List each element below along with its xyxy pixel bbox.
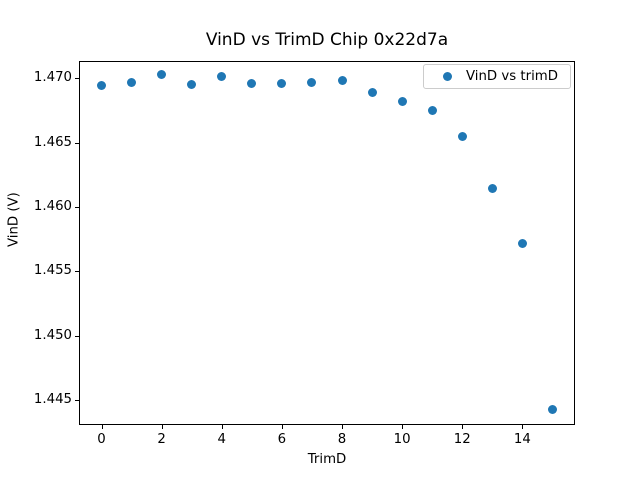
data-point: [337, 76, 347, 86]
data-point: [187, 80, 197, 90]
y-tick-label: 1.470: [33, 70, 72, 86]
y-tick-label: 1.460: [33, 198, 72, 214]
y-tick-label: 1.445: [33, 392, 72, 408]
x-tick-mark: [462, 425, 464, 429]
y-tick-label: 1.465: [33, 134, 72, 150]
data-point: [277, 78, 287, 88]
x-tick-mark: [221, 425, 223, 429]
data-point: [517, 238, 527, 248]
y-axis-label-text: VinD (V): [6, 192, 22, 247]
data-point: [427, 105, 437, 115]
legend-label: VinD vs trimD: [466, 69, 558, 84]
y-tick-mark: [75, 78, 79, 80]
x-tick-mark: [342, 425, 344, 429]
data-point: [367, 87, 377, 97]
x-tick-label: 14: [513, 432, 531, 447]
data-point: [547, 404, 557, 414]
legend-marker-icon: [443, 72, 452, 81]
y-tick-mark: [75, 142, 79, 144]
y-tick-mark: [75, 271, 79, 273]
x-tick-label: 12: [453, 432, 471, 447]
y-tick-label: 1.450: [33, 327, 72, 343]
x-tick-label: 6: [277, 432, 287, 447]
chart-title: VinD vs TrimD Chip 0x22d7a: [205, 30, 449, 50]
data-point: [157, 69, 167, 79]
legend: VinD vs trimD: [423, 64, 571, 89]
y-tick-label: 1.455: [33, 263, 72, 279]
x-tick-mark: [161, 425, 163, 429]
plot-area: [79, 61, 575, 425]
x-tick-mark: [281, 425, 283, 429]
x-tick-mark: [402, 425, 404, 429]
x-tick-mark: [522, 425, 524, 429]
data-point: [97, 81, 107, 91]
y-tick-mark: [75, 335, 79, 337]
x-tick-mark: [101, 425, 103, 429]
data-point: [397, 96, 407, 106]
data-point: [217, 72, 227, 82]
data-point: [487, 184, 497, 194]
x-tick-label: 4: [217, 432, 227, 447]
y-tick-mark: [75, 400, 79, 402]
data-point: [127, 77, 137, 87]
y-tick-mark: [75, 206, 79, 208]
data-point: [307, 77, 317, 87]
x-tick-label: 0: [97, 432, 106, 447]
x-tick-label: 8: [337, 432, 347, 447]
x-axis-label: TrimD: [307, 452, 347, 467]
data-point: [247, 78, 257, 88]
x-tick-label: 10: [393, 432, 411, 447]
data-point: [457, 131, 467, 141]
x-tick-label: 2: [157, 432, 166, 447]
